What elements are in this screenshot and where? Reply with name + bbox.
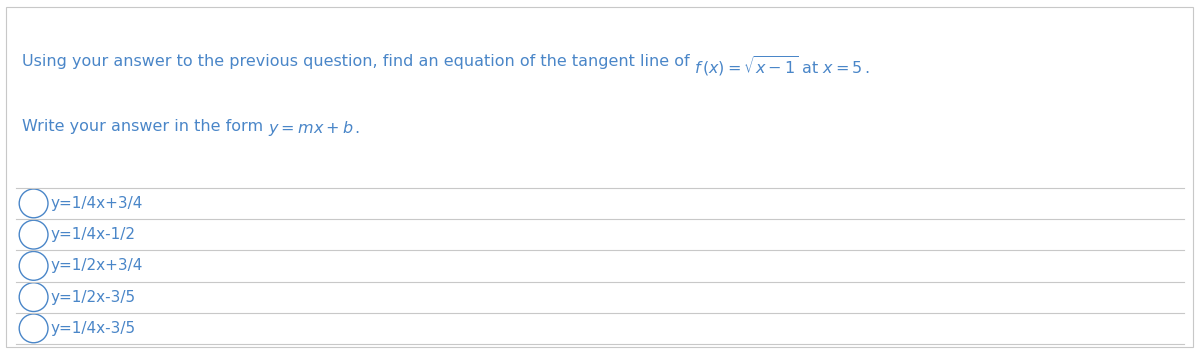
Text: Using your answer to the previous question, find an equation of the tangent line: Using your answer to the previous questi… bbox=[22, 54, 695, 69]
Text: y=1/2x-3/5: y=1/2x-3/5 bbox=[50, 290, 136, 305]
Text: y=1/2x+3/4: y=1/2x+3/4 bbox=[50, 258, 143, 273]
Text: $y = mx + b\,.$: $y = mx + b\,.$ bbox=[268, 119, 360, 138]
Text: y=1/4x-1/2: y=1/4x-1/2 bbox=[50, 227, 136, 242]
Text: y=1/4x-3/5: y=1/4x-3/5 bbox=[50, 321, 136, 336]
Text: $f\,(x) = \sqrt{x-1}$ at $x = 5\,.$: $f\,(x) = \sqrt{x-1}$ at $x = 5\,.$ bbox=[695, 54, 870, 78]
Text: y=1/4x+3/4: y=1/4x+3/4 bbox=[50, 196, 143, 211]
Text: Write your answer in the form: Write your answer in the form bbox=[22, 119, 268, 134]
